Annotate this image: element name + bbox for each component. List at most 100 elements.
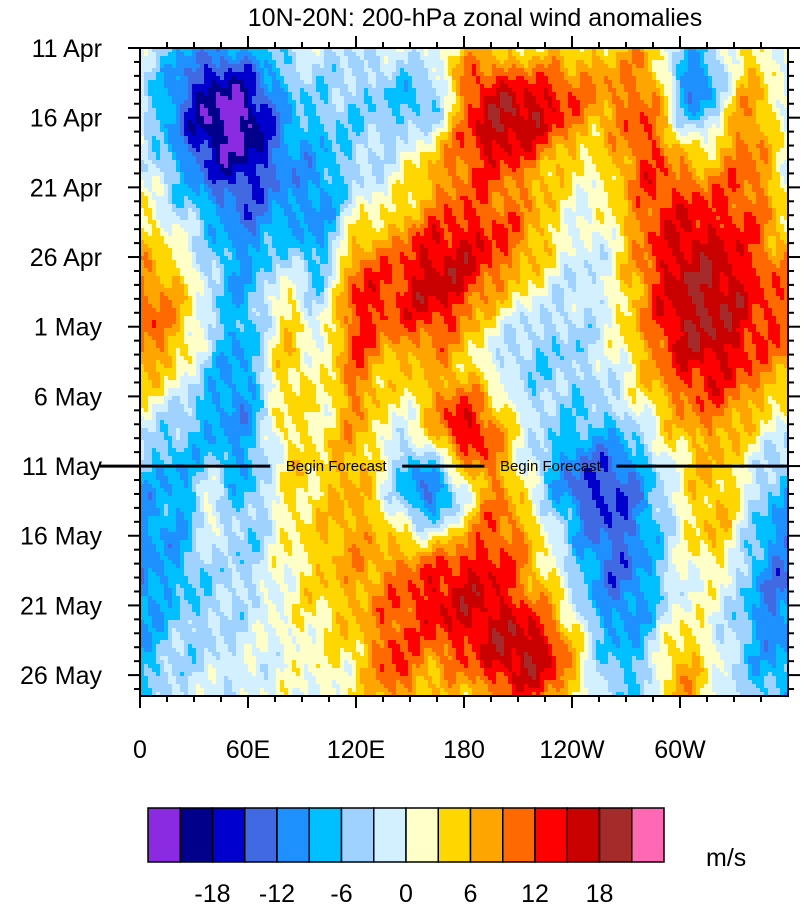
field-cell bbox=[608, 124, 612, 128]
field-cell bbox=[420, 144, 424, 148]
field-cell bbox=[460, 92, 464, 96]
field-cell bbox=[492, 168, 496, 172]
field-cell bbox=[404, 80, 408, 84]
field-cell bbox=[720, 148, 724, 152]
field-cell bbox=[756, 128, 760, 132]
field-cell bbox=[760, 136, 764, 140]
field-cell bbox=[360, 108, 364, 112]
field-cell bbox=[652, 64, 656, 68]
field-cell bbox=[448, 136, 452, 140]
field-cell bbox=[712, 88, 716, 92]
field-cell bbox=[436, 140, 440, 144]
field-cell bbox=[452, 76, 456, 80]
field-cell bbox=[552, 72, 556, 76]
field-cell bbox=[436, 128, 440, 132]
field-cell bbox=[428, 156, 432, 160]
field-cell bbox=[284, 92, 288, 96]
field-cell bbox=[156, 60, 160, 64]
field-cell bbox=[328, 116, 332, 120]
field-cell bbox=[444, 60, 448, 64]
field-cell bbox=[556, 80, 560, 84]
field-cell bbox=[436, 72, 440, 76]
field-cell bbox=[764, 108, 768, 112]
field-cell bbox=[168, 72, 172, 76]
field-cell bbox=[416, 136, 420, 140]
field-cell bbox=[456, 160, 460, 164]
field-cell bbox=[452, 136, 456, 140]
field-cell bbox=[588, 112, 592, 116]
field-cell bbox=[468, 76, 472, 80]
field-cell bbox=[628, 64, 632, 68]
field-cell bbox=[532, 164, 536, 168]
field-cell bbox=[340, 100, 344, 104]
field-cell bbox=[528, 104, 532, 108]
field-cell bbox=[544, 80, 548, 84]
field-cell bbox=[204, 144, 208, 148]
field-cell bbox=[444, 132, 448, 136]
field-cell bbox=[272, 84, 276, 88]
field-cell bbox=[316, 92, 320, 96]
field-cell bbox=[652, 80, 656, 84]
field-cell bbox=[336, 132, 340, 136]
field-cell bbox=[596, 152, 600, 156]
field-cell bbox=[444, 64, 448, 68]
field-cell bbox=[644, 52, 648, 56]
field-cell bbox=[180, 160, 184, 164]
field-cell bbox=[744, 148, 748, 152]
field-cell bbox=[672, 160, 676, 164]
field-cell bbox=[640, 60, 644, 64]
field-cell bbox=[440, 68, 444, 72]
field-cell bbox=[628, 120, 632, 124]
field-cell bbox=[496, 60, 500, 64]
field-cell bbox=[380, 84, 384, 88]
field-cell bbox=[676, 132, 680, 136]
field-cell bbox=[508, 72, 512, 76]
field-cell bbox=[184, 72, 188, 76]
field-cell bbox=[424, 72, 428, 76]
field-cell bbox=[664, 60, 668, 64]
field-cell bbox=[752, 56, 756, 60]
field-cell bbox=[704, 148, 708, 152]
field-cell bbox=[684, 112, 688, 116]
field-cell bbox=[628, 104, 632, 108]
field-cell bbox=[204, 52, 208, 56]
field-cell bbox=[204, 80, 208, 84]
field-cell bbox=[332, 124, 336, 128]
field-cell bbox=[684, 164, 688, 168]
field-cell bbox=[168, 96, 172, 100]
field-cell bbox=[660, 116, 664, 120]
field-cell bbox=[524, 108, 528, 112]
field-cell bbox=[428, 84, 432, 88]
field-cell bbox=[268, 52, 272, 56]
field-cell bbox=[720, 52, 724, 56]
field-cell bbox=[200, 112, 204, 116]
field-cell bbox=[572, 124, 576, 128]
field-cell bbox=[304, 164, 308, 168]
field-cell bbox=[424, 96, 428, 100]
field-cell bbox=[532, 84, 536, 88]
field-cell bbox=[380, 144, 384, 148]
field-cell bbox=[748, 88, 752, 92]
field-cell bbox=[316, 128, 320, 132]
field-cell bbox=[272, 132, 276, 136]
field-cell bbox=[476, 168, 480, 172]
field-cell bbox=[404, 76, 408, 80]
field-cell bbox=[644, 112, 648, 116]
field-cell bbox=[656, 96, 660, 100]
field-cell bbox=[752, 136, 756, 140]
field-cell bbox=[152, 84, 156, 88]
field-cell bbox=[676, 92, 680, 96]
field-cell bbox=[252, 76, 256, 80]
field-cell bbox=[780, 72, 784, 76]
field-cell bbox=[392, 144, 396, 148]
field-cell bbox=[244, 100, 248, 104]
field-cell bbox=[504, 116, 508, 120]
field-cell bbox=[168, 160, 172, 164]
field-cell bbox=[196, 100, 200, 104]
field-cell bbox=[472, 80, 476, 84]
field-cell bbox=[652, 60, 656, 64]
field-cell bbox=[148, 92, 152, 96]
field-cell bbox=[180, 148, 184, 152]
field-cell bbox=[440, 148, 444, 152]
field-cell bbox=[720, 100, 724, 104]
